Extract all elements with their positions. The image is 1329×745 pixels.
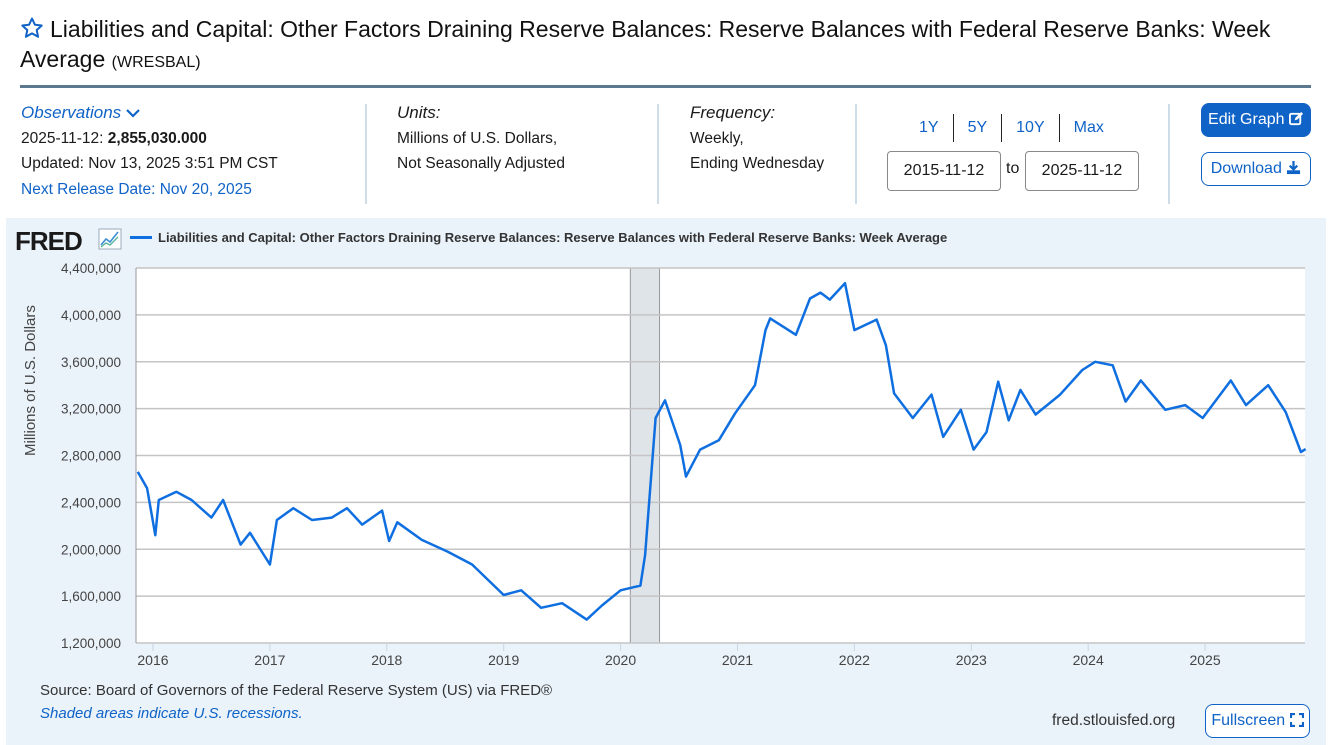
series-id: (WRESBAL) [111,54,201,71]
page-title: Liabilities and Capital: Other Factors D… [20,14,1315,78]
download-button[interactable]: Download [1201,152,1311,186]
range-1y[interactable]: 1Y [905,114,954,142]
x-tick-label: 2020 [605,652,636,668]
download-icon [1287,160,1301,175]
units-panel: Units: Millions of U.S. Dollars, Not Sea… [397,100,565,177]
x-tick-label: 2023 [956,652,987,668]
y-tick-label: 2,000,000 [61,542,121,557]
y-tick-label: 3,200,000 [61,402,121,417]
divider [365,104,367,204]
range-max[interactable]: Max [1073,119,1104,136]
edit-icon [1288,111,1304,126]
updated-time: Updated: Nov 13, 2025 3:51 PM CST [21,155,278,172]
units-line1: Millions of U.S. Dollars, [397,129,558,147]
x-tick-label: 2025 [1189,652,1220,668]
chevron-down-icon [126,109,140,118]
end-date-input[interactable]: 2025-11-12 [1025,151,1139,191]
observations-panel: Observations 2025-11-12: 2,855,030.000 U… [21,100,278,202]
star-outline-icon[interactable] [20,16,44,40]
fred-url[interactable]: fred.stlouisfed.org [1052,712,1176,729]
divider [657,104,659,204]
y-tick-label: 1,200,000 [61,636,121,651]
observations-dropdown[interactable]: Observations [21,100,278,126]
to-label: to [1006,160,1020,177]
latest-value: 2,855,030.000 [107,129,207,147]
source-text: Source: Board of Governors of the Federa… [40,682,553,699]
units-label: Units: [397,103,441,122]
y-tick-label: 2,400,000 [61,495,121,510]
y-tick-label: 2,800,000 [61,449,121,464]
fred-graph-icon [98,228,122,250]
frequency-label: Frequency: [690,103,776,122]
frequency-panel: Frequency: Weekly, Ending Wednesday [690,100,824,177]
x-tick-label: 2019 [488,652,519,668]
frequency-line2: Ending Wednesday [690,155,825,172]
fullscreen-icon [1289,712,1304,728]
fred-logo: FRED [15,226,83,256]
divider [1168,104,1170,204]
chart-legend: Liabilities and Capital: Other Factors D… [130,230,947,245]
start-date-input[interactable]: 2015-11-12 [887,151,1001,191]
x-tick-label: 2017 [254,652,285,668]
x-tick-label: 2016 [137,652,168,668]
recession-note: Shaded areas indicate U.S. recessions. [40,705,303,722]
y-tick-label: 4,400,000 [61,261,121,276]
units-line2: Not Seasonally Adjusted [397,155,566,172]
series-line [136,281,1307,621]
x-tick-label: 2018 [371,652,402,668]
y-tick-label: 4,000,000 [61,308,121,323]
legend-label: Liabilities and Capital: Other Factors D… [158,230,948,245]
x-tick-label: 2024 [1073,652,1104,668]
legend-swatch [130,236,152,239]
next-release-link[interactable]: Next Release Date: Nov 20, 2025 [21,180,252,198]
fullscreen-button[interactable]: Fullscreen [1205,704,1310,738]
range-5y[interactable]: 5Y [954,114,1003,142]
frequency-line1: Weekly, [690,129,744,147]
divider [855,104,857,204]
y-tick-label: 1,600,000 [61,589,121,604]
x-tick-label: 2022 [839,652,870,668]
range-links: 1Y 5Y 10Y Max [905,114,1118,142]
y-tick-label: 3,600,000 [61,355,121,370]
x-tick-label: 2021 [722,652,753,668]
range-10y[interactable]: 10Y [1002,114,1060,142]
edit-graph-button[interactable]: Edit Graph [1201,103,1311,137]
title-divider [20,85,1311,88]
latest-observation: 2025-11-12: 2,855,030.000 [21,129,207,147]
series-title: Liabilities and Capital: Other Factors D… [20,16,1271,72]
